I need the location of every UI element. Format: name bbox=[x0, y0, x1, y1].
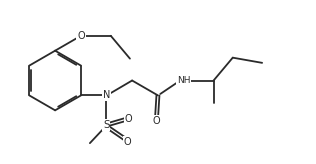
Text: O: O bbox=[77, 31, 85, 41]
Text: O: O bbox=[125, 114, 132, 124]
Text: O: O bbox=[153, 116, 160, 126]
Text: S: S bbox=[103, 120, 110, 130]
Text: N: N bbox=[103, 90, 110, 100]
Text: O: O bbox=[123, 137, 131, 147]
Text: NH: NH bbox=[177, 76, 191, 85]
